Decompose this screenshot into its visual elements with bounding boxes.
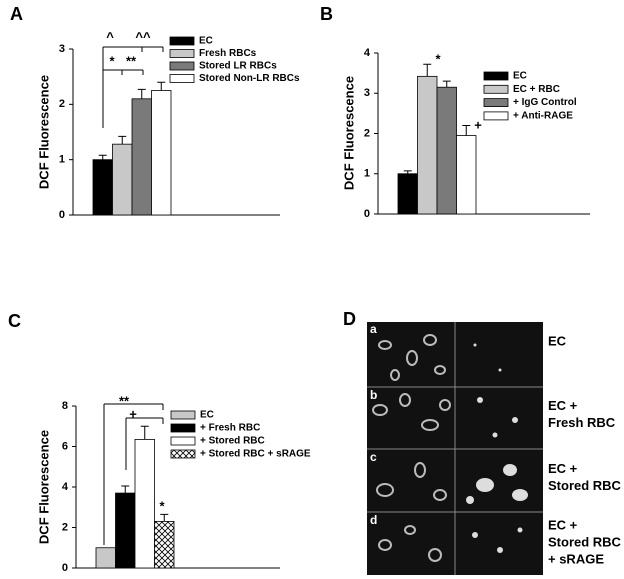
error-bar <box>403 170 412 174</box>
panel-label: A <box>10 4 23 24</box>
y-tick-label: 4 <box>364 47 371 59</box>
micrograph-grid <box>367 322 543 575</box>
image-label: EC + <box>548 517 578 532</box>
bar <box>112 143 133 216</box>
bar <box>95 547 116 569</box>
error-bar <box>157 81 166 91</box>
panel-label: C <box>8 311 21 331</box>
micrographs <box>367 322 543 575</box>
image-letter: b <box>370 388 377 402</box>
bar <box>436 86 457 215</box>
bar <box>131 98 152 216</box>
y-tick-label: 4 <box>62 481 69 493</box>
error-bar <box>442 80 451 88</box>
image-label: + sRAGE <box>548 551 604 566</box>
legend-swatch <box>170 410 196 420</box>
bar <box>151 90 172 216</box>
y-tick-label: 2 <box>59 98 65 110</box>
bar <box>115 492 136 569</box>
legend-swatch <box>483 98 509 107</box>
legend-swatch <box>169 74 195 83</box>
legend-swatch <box>170 423 196 433</box>
annotation: + <box>474 117 482 132</box>
y-tick-label: 2 <box>62 521 68 533</box>
error-bar <box>423 63 432 77</box>
image-label: Stored RBC <box>548 478 622 493</box>
cells <box>372 334 451 562</box>
y-tick-label: 0 <box>62 562 68 574</box>
y-tick-label: 1 <box>364 168 370 180</box>
legend-label: + Fresh RBC <box>200 423 260 434</box>
annotation: ** <box>126 53 137 68</box>
legend-label: Stored LR RBCs <box>199 61 277 72</box>
legend-swatch <box>169 36 195 46</box>
legend-label: EC <box>200 410 214 421</box>
image-letter: a <box>370 322 377 336</box>
image-letter: d <box>370 513 377 527</box>
y-axis-label: DCF Fluorescence <box>341 76 356 190</box>
error-bar <box>98 154 107 160</box>
legend-label: + IgG Control <box>513 97 577 108</box>
panel-label: B <box>320 4 333 24</box>
error-bar <box>121 485 130 494</box>
y-tick-label: 6 <box>62 440 68 452</box>
legend-label: Fresh RBCs <box>199 48 257 59</box>
legend-label: EC <box>513 71 527 82</box>
legend-label: EC <box>199 36 213 47</box>
bar <box>154 521 175 569</box>
y-axis-label: DCF Fluorescence <box>36 430 51 544</box>
annotation: * <box>109 53 115 68</box>
legend-swatch <box>169 49 195 58</box>
annotation: ^^ <box>135 29 151 44</box>
error-bar <box>462 124 471 136</box>
annotation: ^ <box>106 29 114 44</box>
image-label: EC <box>548 333 567 348</box>
bar <box>417 75 438 215</box>
image-label: Fresh RBC <box>548 415 616 430</box>
y-tick-label: 0 <box>364 208 370 220</box>
bar <box>92 159 113 216</box>
annotation: ** <box>119 393 130 408</box>
bar <box>134 439 155 569</box>
error-bar <box>140 425 149 440</box>
annotation: * <box>159 498 165 513</box>
legend-swatch <box>170 449 196 459</box>
image-label: Stored RBC <box>548 534 622 549</box>
legend-swatch <box>169 61 195 71</box>
y-tick-label: 8 <box>62 400 68 412</box>
legend-swatch <box>170 436 196 446</box>
bar <box>397 173 418 215</box>
image-letter: c <box>370 450 377 464</box>
legend-swatch <box>483 111 509 121</box>
y-tick-label: 3 <box>364 87 370 99</box>
legend-label: EC + RBC <box>513 84 560 95</box>
legend-label: + Stored RBC <box>200 436 265 447</box>
y-tick-label: 1 <box>59 154 65 166</box>
annotation: + <box>129 406 137 421</box>
error-bar <box>137 88 146 99</box>
legend-swatch <box>483 71 509 81</box>
y-axis-label: DCF Fluorescence <box>36 75 51 189</box>
legend-label: + Anti-RAGE <box>513 111 573 122</box>
bar <box>456 135 477 215</box>
legend-swatch <box>483 84 509 94</box>
annotation: * <box>435 51 441 66</box>
image-label: EC + <box>548 461 578 476</box>
y-tick-label: 3 <box>59 43 65 55</box>
legend-label: + Stored RBC + sRAGE <box>200 449 311 460</box>
cells-fluor <box>466 343 528 553</box>
image-label: EC + <box>548 398 578 413</box>
y-tick-label: 2 <box>364 127 370 139</box>
error-bar <box>160 513 169 522</box>
y-tick-label: 0 <box>59 209 65 221</box>
error-bar <box>118 135 127 145</box>
legend-label: Stored Non-LR RBCs <box>199 73 300 84</box>
panel-label: D <box>343 309 356 329</box>
